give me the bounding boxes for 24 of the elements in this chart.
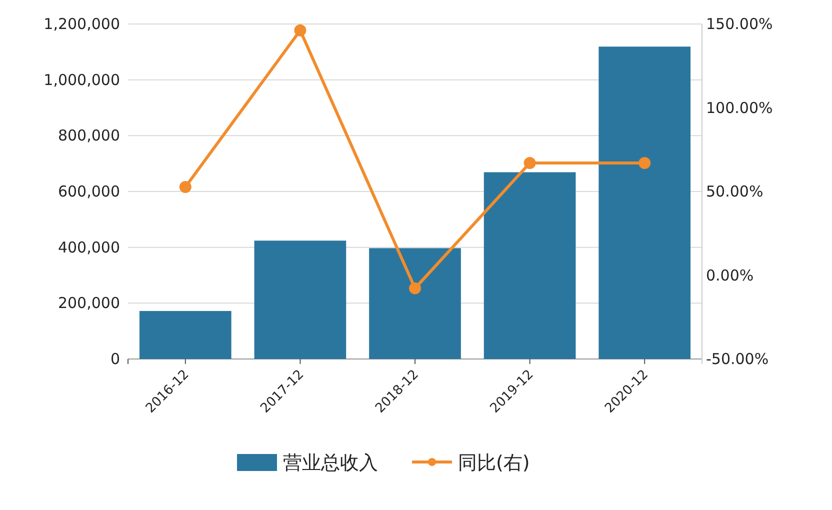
y2-tick-label: -50.00% <box>706 350 769 368</box>
y-tick-label: 800,000 <box>58 126 120 145</box>
legend-label: 营业总收入 <box>283 452 378 474</box>
y-tick-label: 200,000 <box>58 294 120 312</box>
y-tick-label: 400,000 <box>58 238 120 256</box>
bar <box>369 248 461 359</box>
point <box>179 180 192 193</box>
point <box>294 24 306 36</box>
bar <box>139 310 232 359</box>
legend-label: 同比(右) <box>458 452 530 474</box>
bar <box>598 46 691 359</box>
point <box>638 157 651 170</box>
y-tick-label: 1,000,000 <box>44 70 120 89</box>
y-tick-label: 600,000 <box>58 182 120 200</box>
y2-tick-label: 50.00% <box>706 182 764 200</box>
point <box>409 282 421 294</box>
y-tick-label: 1,200,000 <box>44 15 120 33</box>
bar <box>254 240 346 359</box>
y2-tick-label: 150.00% <box>706 15 773 33</box>
bar <box>484 172 576 359</box>
y2-tick-label: 0.00% <box>706 266 754 284</box>
y-tick-label: 0 <box>110 350 120 368</box>
point <box>524 157 536 170</box>
y2-tick-label: 100.00% <box>706 98 773 117</box>
